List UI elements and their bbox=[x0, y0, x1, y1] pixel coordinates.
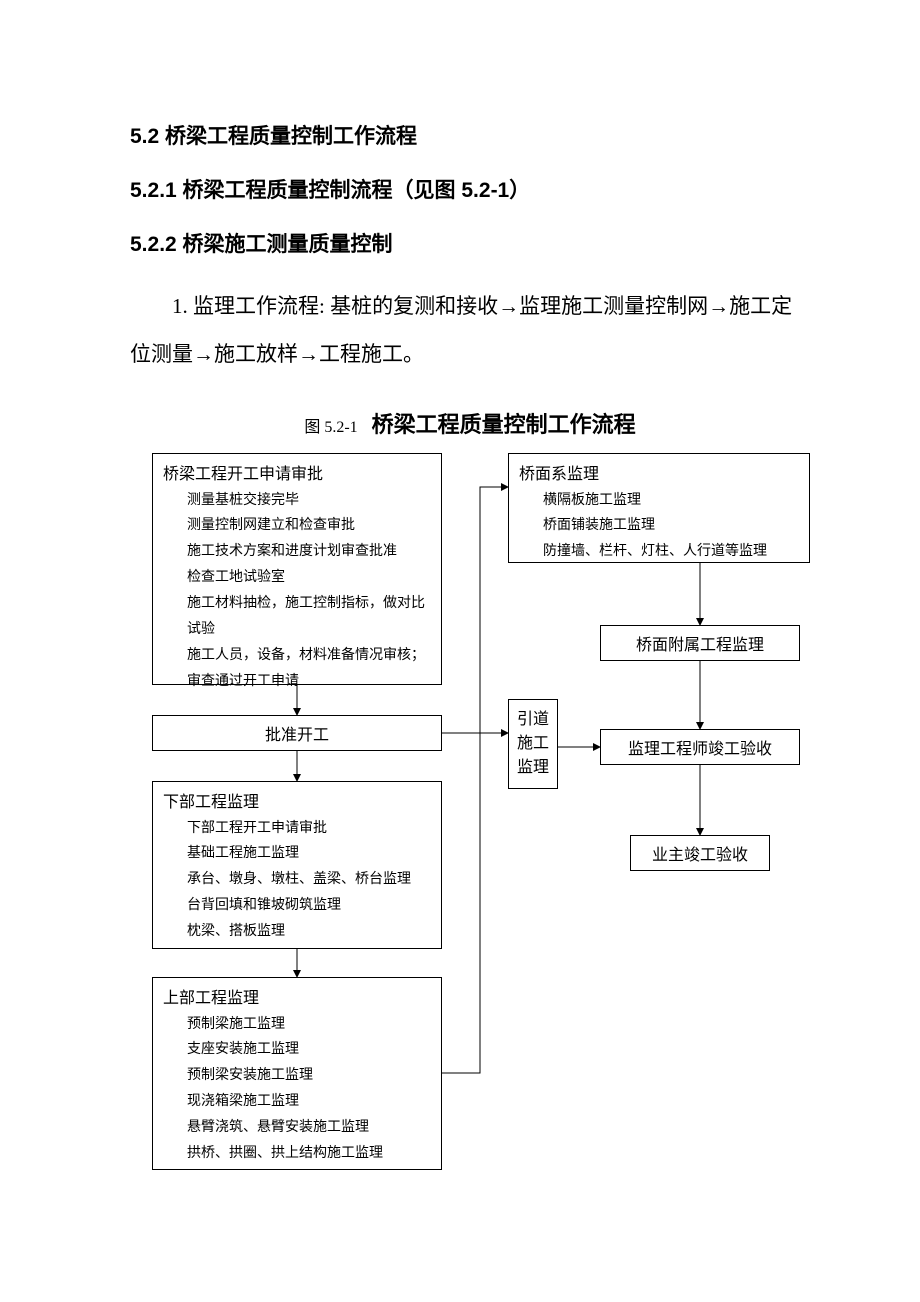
flowchart-node-n1: 桥梁工程开工申请审批测量基桩交接完毕测量控制网建立和检查审批施工技术方案和进度计… bbox=[152, 453, 442, 685]
body-paragraph-1: 1. 监理工作流程: 基桩的复测和接收→监理施工测量控制网→施工定位测量→施工放… bbox=[130, 282, 810, 379]
node-item: 施工人员，设备，材料准备情况审核；审查通过开工申请 bbox=[187, 643, 431, 695]
node-items: 横隔板施工监理桥面铺装施工监理防撞墙、栏杆、灯柱、人行道等监理 bbox=[509, 488, 809, 574]
node-item: 基础工程施工监理 bbox=[187, 841, 431, 867]
node-label: 批准开工 bbox=[153, 716, 441, 750]
heading-5-2: 5.2 桥梁工程质量控制工作流程 bbox=[130, 120, 810, 150]
node-item: 台背回填和锥坡砌筑监理 bbox=[187, 893, 431, 919]
node-item: 检查工地试验室 bbox=[187, 565, 431, 591]
node-item: 横隔板施工监理 bbox=[543, 488, 799, 514]
node-item: 悬臂浇筑、悬臂安装施工监理 bbox=[187, 1115, 431, 1141]
heading-5-2-2: 5.2.2 桥梁施工测量质量控制 bbox=[130, 228, 810, 258]
node-item: 预制梁施工监理 bbox=[187, 1012, 431, 1038]
heading-5-2-1: 5.2.1 桥梁工程质量控制流程（见图 5.2-1） bbox=[130, 174, 810, 204]
node-label: 监理工程师竣工验收 bbox=[601, 730, 799, 764]
node-item: 预制梁安装施工监理 bbox=[187, 1063, 431, 1089]
node-items: 预制梁施工监理支座安装施工监理预制梁安装施工监理现浇箱梁施工监理悬臂浇筑、悬臂安… bbox=[153, 1012, 441, 1175]
node-item: 拱桥、拱圈、拱上结构施工监理 bbox=[187, 1141, 431, 1167]
node-item: 测量控制网建立和检查审批 bbox=[187, 513, 431, 539]
flowchart-edge-e5 bbox=[442, 487, 508, 1073]
node-item: 施工材料抽检，施工控制指标，做对比试验 bbox=[187, 591, 431, 643]
flowchart-node-n2: 批准开工 bbox=[152, 715, 442, 751]
figure-caption: 图 5.2-1 桥梁工程质量控制工作流程 bbox=[130, 407, 810, 439]
node-title: 桥面系监理 bbox=[509, 454, 809, 488]
node-title: 下部工程监理 bbox=[153, 782, 441, 816]
node-label: 桥面附属工程监理 bbox=[601, 626, 799, 660]
flowchart-node-n6: 桥面附属工程监理 bbox=[600, 625, 800, 661]
flowchart-node-n3: 下部工程监理下部工程开工申请审批基础工程施工监理承台、墩身、墩柱、盖梁、桥台监理… bbox=[152, 781, 442, 949]
node-item: 测量基桩交接完毕 bbox=[187, 488, 431, 514]
flowchart-node-n5: 桥面系监理横隔板施工监理桥面铺装施工监理防撞墙、栏杆、灯柱、人行道等监理 bbox=[508, 453, 810, 563]
node-item: 桥面铺装施工监理 bbox=[543, 513, 799, 539]
document-page: 5.2 桥梁工程质量控制工作流程 5.2.1 桥梁工程质量控制流程（见图 5.2… bbox=[0, 0, 920, 1221]
node-item: 施工技术方案和进度计划审查批准 bbox=[187, 539, 431, 565]
node-items: 测量基桩交接完毕测量控制网建立和检查审批施工技术方案和进度计划审查批准检查工地试… bbox=[153, 488, 441, 703]
flowchart-node-n7: 监理工程师竣工验收 bbox=[600, 729, 800, 765]
node-title: 桥梁工程开工申请审批 bbox=[153, 454, 441, 488]
flowchart-node-n8: 业主竣工验收 bbox=[630, 835, 770, 871]
node-item: 防撞墙、栏杆、灯柱、人行道等监理 bbox=[543, 539, 799, 565]
node-title: 上部工程监理 bbox=[153, 978, 441, 1012]
node-label: 业主竣工验收 bbox=[631, 836, 769, 870]
node-item: 承台、墩身、墩柱、盖梁、桥台监理 bbox=[187, 867, 431, 893]
figure-caption-main: 桥梁工程质量控制工作流程 bbox=[372, 412, 636, 437]
flowchart-node-n9: 引道施工监理 bbox=[508, 699, 558, 789]
node-item: 现浇箱梁施工监理 bbox=[187, 1089, 431, 1115]
flowchart-diagram: 桥梁工程开工申请审批测量基桩交接完毕测量控制网建立和检查审批施工技术方案和进度计… bbox=[130, 453, 810, 1161]
node-label: 引道施工监理 bbox=[509, 700, 557, 788]
node-item: 枕梁、搭板监理 bbox=[187, 919, 431, 945]
node-item: 支座安装施工监理 bbox=[187, 1037, 431, 1063]
figure-caption-pre: 图 5.2-1 bbox=[304, 419, 357, 436]
flowchart-node-n4: 上部工程监理预制梁施工监理支座安装施工监理预制梁安装施工监理现浇箱梁施工监理悬臂… bbox=[152, 977, 442, 1170]
node-items: 下部工程开工申请审批基础工程施工监理承台、墩身、墩柱、盖梁、桥台监理台背回填和锥… bbox=[153, 816, 441, 953]
node-item: 下部工程开工申请审批 bbox=[187, 816, 431, 842]
